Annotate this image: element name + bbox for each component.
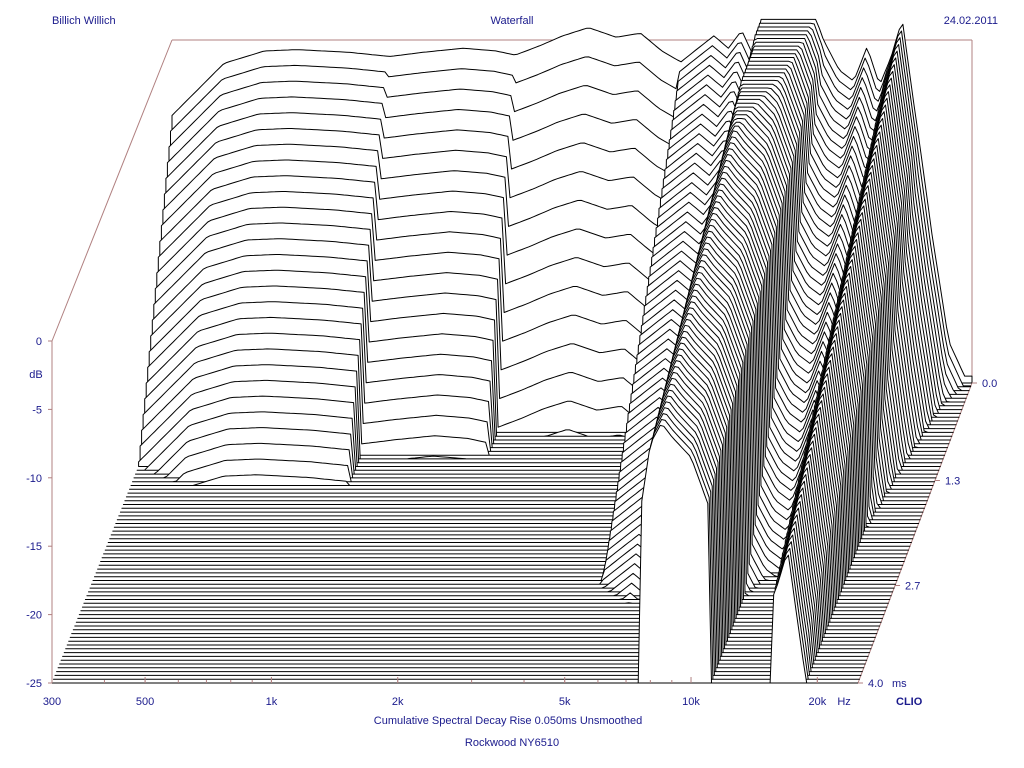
waterfall-slices: [51, 18, 973, 684]
x-unit-label: Hz: [837, 696, 850, 708]
x-tick-label: 300: [43, 696, 61, 708]
y-tick-label: -15: [26, 541, 42, 553]
header-right: 24.02.2011: [944, 15, 998, 27]
x-tick-label: 20k: [808, 696, 826, 708]
x-tick-label: 10k: [682, 696, 700, 708]
header-left: Billich Willich: [52, 15, 116, 27]
y-tick-label: -20: [26, 610, 42, 622]
chart-title: Waterfall: [491, 15, 534, 27]
footer-line-2: Rockwood NY6510: [465, 737, 559, 749]
x-tick-label: 500: [136, 696, 154, 708]
y-tick-label: -25: [26, 678, 42, 690]
z-axis: 0.0 1.3 2.7 4.0 ms: [858, 378, 997, 690]
x-tick-label: 1k: [266, 696, 278, 708]
y-tick-label: 0: [36, 336, 42, 348]
brand-label: CLIO: [896, 696, 923, 708]
frame-right-diagonal: [857, 382, 973, 684]
y-axis: 0 -5 -10 -15 -20 -25: [26, 336, 52, 690]
x-tick-label: 5k: [559, 696, 571, 708]
x-axis: 300 500 1k 2k 5k 10k 20k Hz: [43, 677, 851, 708]
x-tick-label: 2k: [392, 696, 404, 708]
footer-line-1: Cumulative Spectral Decay Rise 0.050ms U…: [374, 715, 642, 727]
y-tick-label: -5: [32, 404, 42, 416]
decay-slice: [51, 424, 859, 684]
z-tick-label: 1.3: [945, 476, 960, 488]
y-axis-label: dB: [29, 369, 42, 381]
z-tick-label: 2.7: [905, 581, 920, 593]
z-tick-label: 4.0: [868, 678, 883, 690]
y-tick-label: -10: [26, 473, 42, 485]
frame-left-diagonal: [51, 39, 173, 342]
z-unit-label: ms: [892, 678, 907, 690]
z-tick-label: 0.0: [982, 378, 997, 390]
